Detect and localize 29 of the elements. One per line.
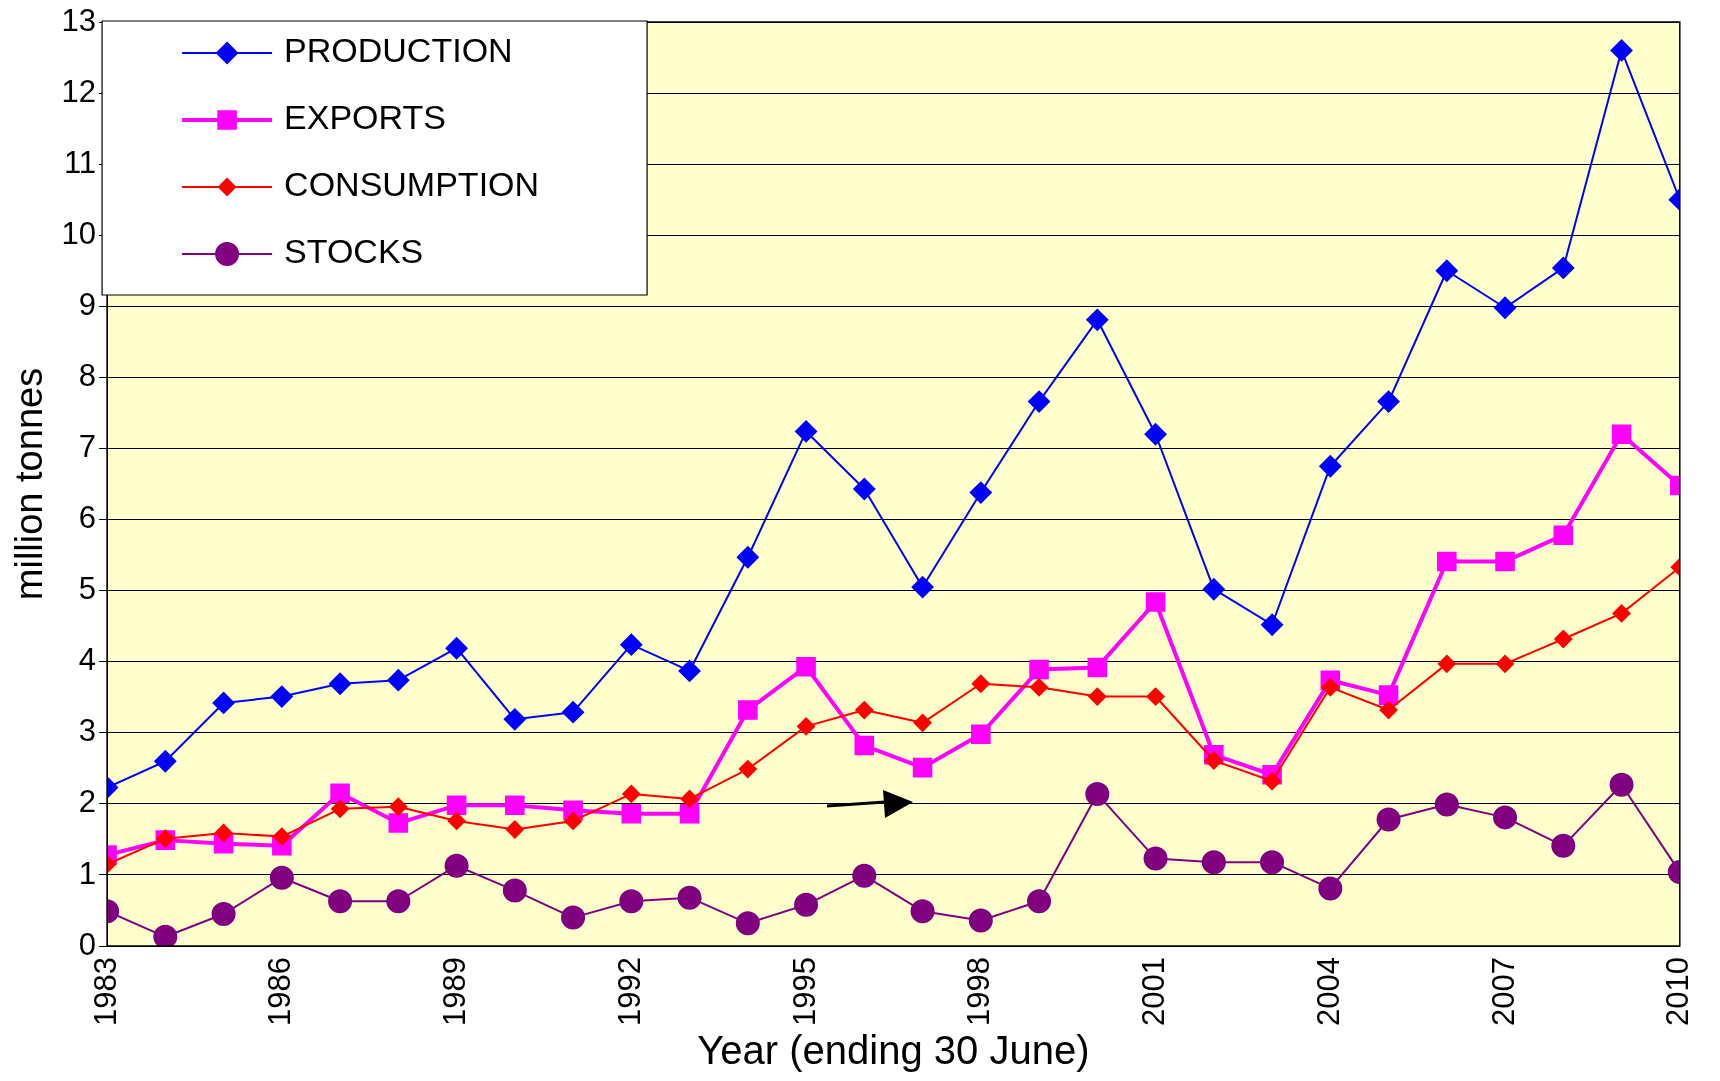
y-tick-label: 5 xyxy=(78,571,97,607)
y-tick-label: 7 xyxy=(78,429,97,465)
x-tick-label: 1998 xyxy=(961,957,997,1027)
x-tick-label: 2004 xyxy=(1310,957,1346,1027)
y-tick-label: 3 xyxy=(78,713,97,749)
y-tick-label: 12 xyxy=(61,73,97,109)
x-tick-label: 1995 xyxy=(786,957,822,1027)
x-tick-label: 2010 xyxy=(1660,957,1696,1027)
y-tick-label: 6 xyxy=(78,500,97,536)
x-tick-label: 1986 xyxy=(262,957,298,1027)
y-tick-label: 8 xyxy=(78,357,97,393)
y-tick-label: 2 xyxy=(78,784,97,820)
y-tick-label: 4 xyxy=(78,642,97,678)
x-axis-title: Year (ending 30 June) xyxy=(697,1028,1090,1073)
legend-label: EXPORTS xyxy=(284,98,446,137)
legend-label: STOCKS xyxy=(284,232,424,271)
y-tick-label: 9 xyxy=(78,286,97,322)
x-tick-label: 1989 xyxy=(437,957,473,1027)
x-tick-label: 1992 xyxy=(611,957,647,1027)
x-tick-label: 2001 xyxy=(1136,957,1172,1027)
y-tick-label: 11 xyxy=(63,144,97,180)
y-tick-label: 10 xyxy=(61,215,97,251)
x-tick-label: 2007 xyxy=(1485,957,1521,1027)
legend-label: PRODUCTION xyxy=(284,31,513,70)
x-tick-label: 1983 xyxy=(87,957,123,1027)
y-tick-label: 13 xyxy=(61,2,97,38)
legend-label: CONSUMPTION xyxy=(284,165,540,204)
y-tick-label: 1 xyxy=(78,855,97,891)
y-axis-title: million tonnes xyxy=(8,367,51,601)
